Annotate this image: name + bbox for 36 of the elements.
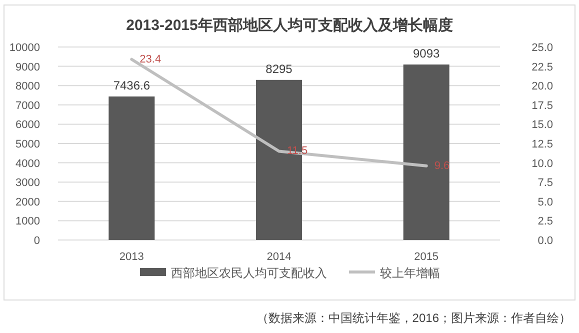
y2-tick-label: 7.5 xyxy=(538,177,553,190)
data-label: 23.4 xyxy=(140,53,162,66)
y-tick-label: 8000 xyxy=(16,80,40,93)
y-tick-label: 1000 xyxy=(16,216,40,228)
y2-tick-label: 20.0 xyxy=(532,80,553,93)
data-label: 7436.6 xyxy=(113,78,150,92)
x-tick-label: 2015 xyxy=(414,251,439,263)
x-tick-label: 2014 xyxy=(266,251,292,263)
y2-tick-label: 0.0 xyxy=(538,235,553,247)
y2-tick-label: 22.5 xyxy=(532,61,553,74)
bar xyxy=(403,64,450,240)
data-label: 8295 xyxy=(266,62,293,76)
data-label: 9.6 xyxy=(434,160,450,172)
y2-tick-label: 2.5 xyxy=(538,216,553,228)
y-tick-label: 3000 xyxy=(16,177,40,190)
y-tick-label: 0 xyxy=(34,235,40,247)
y-tick-label: 4000 xyxy=(16,158,40,170)
x-tick-label: 2013 xyxy=(119,251,144,263)
y2-tick-label: 5.0 xyxy=(538,196,553,208)
y-tick-label: 6000 xyxy=(16,119,40,132)
bar xyxy=(108,96,155,240)
y2-tick-label: 10.0 xyxy=(532,158,553,170)
y-tick-label: 5000 xyxy=(16,138,40,150)
y-tick-label: 7000 xyxy=(16,100,40,112)
y-tick-label: 9000 xyxy=(16,61,40,74)
y2-tick-label: 12.5 xyxy=(532,138,553,150)
chart-title: 2013-2015年西部地区人均可支配收入及增长幅度 xyxy=(126,16,453,34)
y-tick-label: 10000 xyxy=(9,42,40,54)
data-label: 9093 xyxy=(412,46,440,61)
y-tick-label: 2000 xyxy=(16,196,40,208)
y2-tick-label: 25.0 xyxy=(532,42,553,54)
legend-label: 较上年增幅 xyxy=(380,266,440,280)
y2-tick-label: 17.5 xyxy=(532,100,553,112)
text: （数据来源：中国统计年鉴，2016；图片来源：作者自绘） xyxy=(256,311,571,325)
y2-tick-label: 15.0 xyxy=(532,119,553,132)
legend-label: 西部地区农民人均可支配收入 xyxy=(171,266,327,280)
